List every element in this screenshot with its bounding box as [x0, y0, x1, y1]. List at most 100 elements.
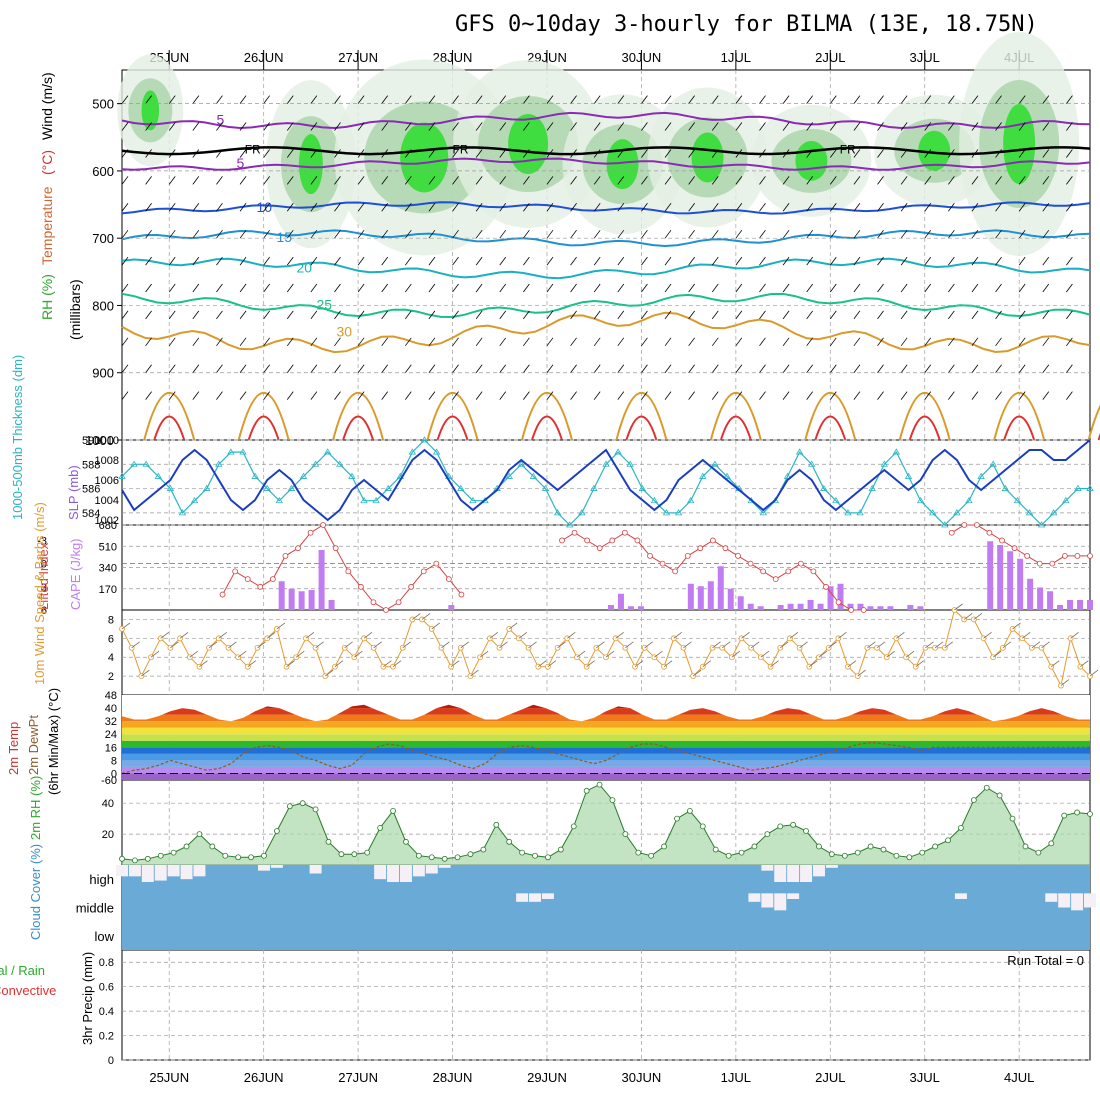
rh-marker	[506, 838, 513, 845]
wind-barb-10m	[954, 603, 963, 611]
bottom-date-label: 27JUN	[338, 1070, 378, 1085]
thickness-marker	[275, 496, 284, 504]
wind-barb	[782, 176, 790, 185]
wind-barb	[168, 229, 176, 239]
wind-barb-10m	[257, 641, 266, 649]
wind-barb	[711, 256, 719, 266]
wind-barb-10m	[412, 613, 421, 620]
wind-barb	[499, 310, 507, 320]
rh-shade-high	[918, 130, 951, 171]
wind-barb	[782, 256, 790, 266]
cape-bar	[807, 600, 814, 610]
wind-barb	[452, 95, 459, 104]
thickness-marker	[287, 484, 296, 491]
wind-barb-10m	[431, 622, 441, 630]
wind-barb	[711, 229, 719, 239]
wind-barb	[263, 256, 270, 266]
wind-barb	[1066, 256, 1073, 266]
wind-barb	[452, 283, 459, 293]
wind-barb	[877, 229, 884, 239]
wind-barb	[546, 364, 554, 373]
thickness-marker	[227, 448, 235, 455]
wind-barb	[995, 176, 1002, 185]
wind-barb-10m	[1031, 641, 1041, 649]
wind-barb-10m	[1051, 660, 1060, 667]
wind-barb	[1042, 391, 1050, 400]
wind-barb	[641, 176, 648, 185]
wind-barb	[617, 229, 625, 239]
lifted-index-marker	[269, 576, 276, 582]
wind-barb	[475, 176, 483, 185]
wind-barb	[239, 256, 247, 266]
boundary-arc	[1003, 415, 1036, 441]
thickness-marker	[953, 509, 961, 516]
wind-barb	[593, 176, 601, 185]
cape-bar	[1077, 600, 1084, 610]
thickness-marker	[626, 460, 634, 467]
wind-barb-10m	[847, 660, 857, 667]
lifted-index-marker	[1061, 553, 1068, 559]
wind-barb-10m	[150, 650, 160, 658]
lifted-index-marker	[458, 591, 465, 598]
wind-barb	[428, 122, 436, 131]
rh-fill	[122, 784, 1090, 865]
precip-tick-label: 0.2	[99, 1031, 114, 1043]
thickness-marker	[299, 472, 308, 479]
wind-barb	[404, 203, 412, 212]
thickness-marker	[916, 496, 925, 504]
wind-barb	[924, 122, 932, 131]
lifted-index-marker	[810, 568, 817, 575]
wind-barb-10m	[731, 650, 741, 658]
rh-marker	[390, 808, 396, 814]
wind-barb	[381, 149, 389, 158]
cape-bar	[617, 593, 624, 610]
wind-barb	[829, 256, 837, 266]
wind-barb-10m	[944, 641, 954, 649]
wind-barb	[1018, 203, 1026, 212]
thickness-marker	[602, 460, 610, 467]
cape-tick-label: 170	[99, 584, 117, 596]
wind-barb	[735, 337, 743, 347]
boundary-arc	[237, 392, 290, 441]
wind-barb	[428, 203, 436, 212]
wind-barb	[735, 256, 743, 266]
thickness-marker	[638, 484, 647, 491]
wind-barb-10m	[615, 632, 624, 639]
rh-marker	[880, 846, 887, 853]
wind-barb	[263, 95, 270, 104]
cape-bar	[837, 583, 844, 610]
wind-barb-10m	[1002, 641, 1012, 649]
thickness-marker	[142, 460, 150, 467]
wind-barb	[570, 310, 577, 320]
wind-barb	[216, 95, 223, 104]
wind-barb	[711, 122, 719, 131]
y-tick-label: 1000	[85, 433, 114, 448]
lifted-index-marker	[383, 607, 389, 613]
wind-barb	[664, 122, 672, 131]
wind-barb-10m	[266, 632, 276, 639]
wind-barb	[688, 337, 695, 347]
wind-barb	[759, 95, 766, 104]
wind-barb	[829, 310, 837, 320]
wind-barb	[404, 256, 412, 266]
boundary-arc	[1087, 404, 1100, 441]
cloud-high-block	[825, 865, 838, 868]
wind-barb-10m	[876, 641, 886, 649]
chart-title: GFS 0~10day 3-hourly for BILMA (13E, 18.…	[455, 12, 1038, 37]
wind-barb	[334, 95, 341, 104]
wind-barb-10m	[518, 632, 528, 639]
wind-barb	[877, 310, 884, 320]
cloud-high-block	[128, 865, 141, 877]
thickness-marker	[941, 521, 949, 528]
wind-barb-10m	[402, 641, 411, 649]
wind-barb	[428, 364, 436, 373]
wind-barb	[310, 391, 318, 400]
wind-barb	[877, 176, 884, 185]
wind-barb	[216, 391, 223, 400]
wind-barb-10m	[983, 632, 992, 639]
wind-barb-10m	[799, 641, 808, 649]
wind-barb-10m	[1060, 679, 1070, 686]
rh-marker	[661, 843, 667, 850]
wind-barb	[593, 256, 601, 266]
cape-bar	[797, 603, 804, 610]
